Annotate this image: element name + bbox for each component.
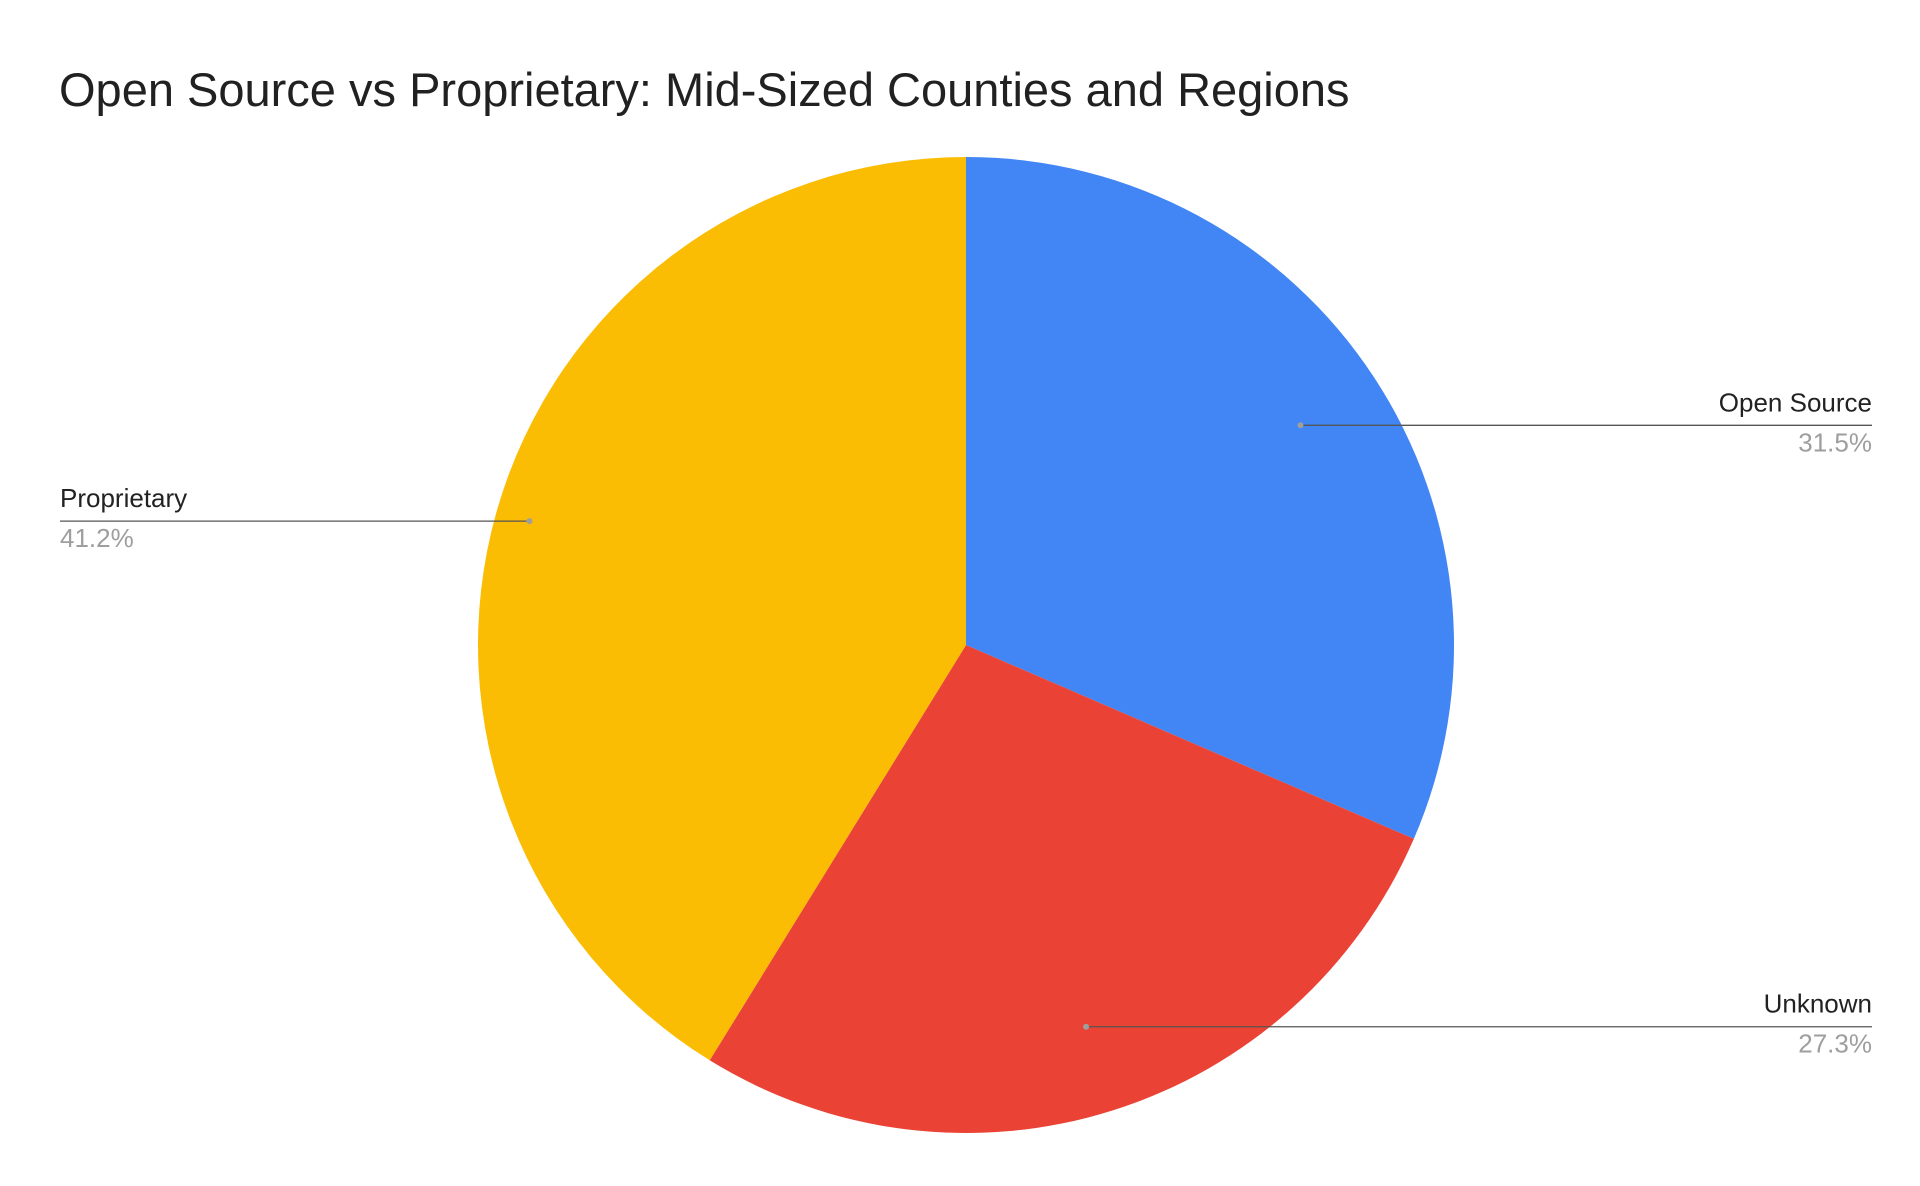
chart-title: Open Source vs Proprietary: Mid-Sized Co… xyxy=(59,63,1350,116)
slice-percent-proprietary: 41.2% xyxy=(60,523,134,553)
callout-dot-open-source xyxy=(1297,422,1304,429)
pie-slice-open-source xyxy=(966,157,1454,839)
slice-label-proprietary: Proprietary xyxy=(60,483,187,513)
callout-dot-proprietary xyxy=(526,518,533,525)
slice-percent-unknown: 27.3% xyxy=(1798,1029,1872,1059)
pie-slice-unknown xyxy=(709,645,1414,1133)
callout-dot-unknown xyxy=(1083,1023,1090,1030)
slice-label-open-source: Open Source xyxy=(1719,387,1872,417)
slice-percent-open-source: 31.5% xyxy=(1798,427,1872,457)
pie-slice-proprietary xyxy=(478,157,966,1061)
slice-label-unknown: Unknown xyxy=(1764,989,1872,1019)
